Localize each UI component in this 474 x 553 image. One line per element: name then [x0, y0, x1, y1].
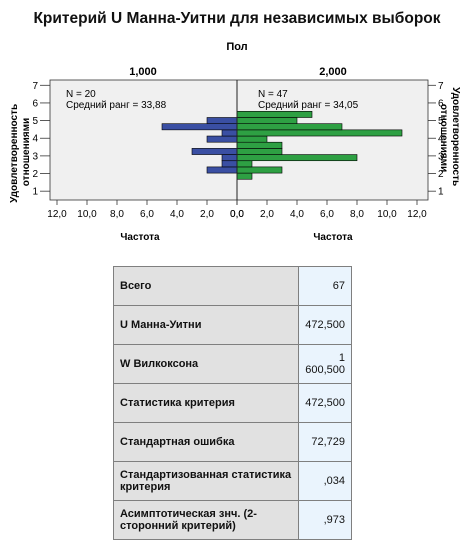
population-pyramid-chart: Пол 1,000 2,000 N = 20 Средний ранг = 33…: [9, 41, 461, 243]
bar-left-2: [221, 160, 238, 168]
rank-label-left: Средний ранг = 33,88: [66, 100, 167, 111]
x-tick-label-left-2: 8,0: [110, 209, 124, 220]
bar-right-7: [236, 129, 403, 137]
x-tick-label-right-4: 8,0: [350, 209, 364, 220]
y-tick-label-right-2: 2: [438, 169, 444, 180]
bar-right-8: [236, 123, 343, 131]
y-axis-label-right: Удовлетворенность отношениями: [438, 87, 461, 189]
bar-left-9: [206, 117, 238, 124]
y-tick-label-right-7: 7: [438, 81, 444, 92]
bar-left-4: [191, 148, 238, 155]
bar-right-6: [236, 135, 268, 143]
x-tick-label-right-0: 0,0: [230, 209, 244, 220]
stat-value: 72,729: [298, 422, 352, 462]
x-tick-label-left-5: 2,0: [200, 209, 214, 220]
bar-right-5: [236, 141, 283, 149]
y-tick-label-right-1: 1: [438, 187, 444, 198]
table-row: Асимптотическая знч. (2-сторонний критер…: [113, 500, 352, 540]
bar-right-10: [236, 111, 313, 118]
stat-value: ,034: [298, 461, 352, 501]
panel-left-name: 1,000: [129, 66, 157, 78]
y-tick-label-left-7: 7: [32, 81, 38, 92]
stat-value: 1 600,500: [298, 344, 352, 384]
bar-left-1: [206, 166, 238, 174]
x-axis-label-right: Частота: [313, 232, 353, 243]
x-tick-label-right-1: 2,0: [260, 209, 274, 220]
x-tick-label-left-6: 0,0: [230, 209, 244, 220]
x-tick-label-left-1: 10,0: [77, 209, 97, 220]
chart-title: Критерий U Манна-Уитни для независимых в…: [33, 10, 441, 27]
bar-left-3: [221, 154, 238, 162]
y-tick-label-right-4: 4: [438, 134, 444, 145]
y-tick-label-left-2: 2: [32, 169, 38, 180]
bar-left-8: [161, 123, 238, 131]
bar-right-1: [236, 166, 283, 174]
plot-area-left: [50, 80, 237, 200]
bar-right-9: [236, 117, 298, 124]
x-tick-label-left-4: 4,0: [170, 209, 184, 220]
bar-right-2: [236, 160, 253, 168]
stat-value: 472,500: [298, 305, 352, 345]
stat-label: Статистика критерия: [113, 383, 299, 423]
n-label-left: N = 20: [66, 89, 96, 100]
table-row: Стандартная ошибка 72,729: [113, 422, 352, 462]
x-tick-label-right-2: 4,0: [290, 209, 304, 220]
stat-value: 472,500: [298, 383, 352, 423]
y-tick-label-right-6: 6: [438, 98, 444, 109]
bar-left-6: [206, 135, 238, 143]
stat-value: ,973: [298, 500, 352, 540]
y-tick-label-right-5: 5: [438, 116, 444, 127]
table-row: W Вилкоксона 1 600,500: [113, 344, 352, 384]
n-label-right: N = 47: [258, 89, 288, 100]
y-tick-label-left-3: 3: [32, 151, 38, 162]
y-axis-label-left: Удовлетворенность отношениями: [9, 101, 32, 203]
bar-right-3: [236, 154, 358, 162]
y-tick-label-left-1: 1: [32, 187, 38, 198]
bar-right-4: [236, 148, 283, 155]
plot-area-right: [237, 80, 428, 200]
test-summary-table: Всего 67 U Манна-Уитни 472,500 W Вилкоксона 1…: [113, 266, 352, 540]
table-row: U Манна-Уитни 472,500: [113, 305, 352, 345]
rank-label-right: Средний ранг = 34,05: [258, 100, 359, 111]
stat-value: 67: [298, 266, 352, 306]
bar-right-0: [236, 172, 253, 180]
stat-label: Стандартизованная статистика критерия: [113, 461, 299, 501]
x-tick-label-right-6: 12,0: [407, 209, 427, 220]
x-tick-label-left-3: 6,0: [140, 209, 154, 220]
stat-label: U Манна-Уитни: [113, 305, 299, 345]
bar-left-7: [221, 129, 238, 137]
y-tick-label-right-3: 3: [438, 151, 444, 162]
table-row: Всего 67: [113, 266, 352, 306]
stat-label: Асимптотическая знч. (2-сторонний критер…: [113, 500, 299, 540]
x-tick-label-right-3: 6,0: [320, 209, 334, 220]
group-label: Пол: [226, 41, 247, 53]
y-tick-label-left-4: 4: [32, 134, 38, 145]
panel-right-name: 2,000: [319, 66, 347, 78]
table-row: Стандартизованная статистика критерия ,03…: [113, 461, 352, 501]
x-tick-label-right-5: 10,0: [377, 209, 397, 220]
stat-label: Стандартная ошибка: [113, 422, 299, 462]
y-tick-label-left-6: 6: [32, 98, 38, 109]
x-tick-label-left-0: 12,0: [47, 209, 67, 220]
y-tick-label-left-5: 5: [32, 116, 38, 127]
table-row: Статистика критерия 472,500: [113, 383, 352, 423]
stat-label: W Вилкоксона: [113, 344, 299, 384]
x-axis-label-left: Частота: [120, 232, 160, 243]
stat-label: Всего: [113, 266, 299, 306]
plot-frame: [49, 79, 429, 201]
